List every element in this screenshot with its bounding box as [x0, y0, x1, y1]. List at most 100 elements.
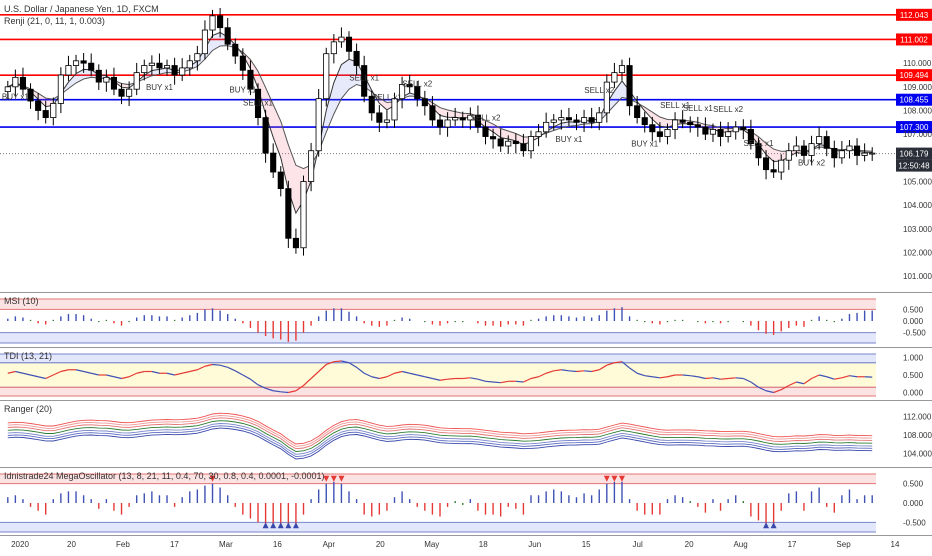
- candle-body: [619, 66, 624, 73]
- candle-body: [96, 70, 101, 82]
- signal-label-buy: BUY x2: [798, 159, 826, 168]
- panel-tick: 104.000: [903, 450, 932, 459]
- level-label: 111.002: [900, 35, 928, 44]
- candle-body: [506, 141, 511, 146]
- current-price: 106.179: [900, 150, 929, 159]
- signal-label-sell: SELL x2: [713, 105, 743, 114]
- candle-body: [680, 120, 685, 122]
- signal-label-sell: SELL x2: [584, 86, 614, 95]
- candle-body: [763, 158, 768, 170]
- msi-chart[interactable]: 0.500 0.000 -0.500: [0, 293, 932, 347]
- panel-tick: 0.500: [903, 305, 924, 314]
- candle-body: [794, 146, 799, 151]
- candle-body: [293, 238, 298, 247]
- candle-body: [847, 146, 852, 151]
- oscillator-segment: [485, 381, 493, 382]
- signal-label-sell: SELL x2: [402, 80, 432, 89]
- candle-body: [612, 73, 617, 82]
- time-tick: Jul: [633, 540, 643, 549]
- candle-body: [574, 120, 579, 122]
- time-tick: Sep: [836, 540, 851, 549]
- candle-body: [225, 28, 230, 45]
- candle-body: [445, 120, 450, 127]
- candle-body: [521, 144, 526, 151]
- panel-tick: 108.000: [903, 431, 932, 440]
- candle-body: [233, 44, 238, 56]
- time-tick: 2020: [11, 540, 29, 549]
- candle-body: [164, 66, 169, 68]
- candle-body: [263, 118, 268, 154]
- zone-band: [0, 299, 876, 309]
- candle-body: [718, 129, 723, 136]
- candle-body: [703, 127, 708, 134]
- ranger-band-line: [8, 413, 872, 444]
- candle-body: [278, 172, 283, 189]
- candle-body: [5, 87, 10, 92]
- time-tick: Feb: [116, 540, 130, 549]
- price-tick: 105.000: [903, 178, 932, 187]
- candle-body: [536, 132, 541, 137]
- candle-body: [741, 127, 746, 129]
- candle-body: [354, 51, 359, 65]
- candle-body: [672, 120, 677, 129]
- time-tick: 20: [376, 540, 385, 549]
- candle-body: [20, 77, 25, 89]
- candle-body: [490, 137, 495, 139]
- candle-body: [331, 42, 336, 54]
- panel-tick: 0.000: [903, 317, 924, 326]
- signal-label-buy: BUY x1: [2, 92, 30, 101]
- zone-band: [0, 363, 876, 388]
- candle-body: [13, 77, 18, 86]
- panel-tick: 0.000: [903, 499, 924, 508]
- candle-body: [286, 189, 291, 239]
- symbol-title: U.S. Dollar / Japanese Yen, 1D, FXCM: [4, 4, 159, 14]
- candle-body: [453, 118, 458, 120]
- time-tick: 16: [273, 540, 282, 549]
- candle-body: [202, 30, 207, 54]
- oscillator-segment: [493, 382, 501, 383]
- candle-body: [551, 120, 556, 122]
- candle-body: [870, 153, 875, 154]
- level-label: 112.043: [900, 11, 929, 20]
- oscillator-segment: [576, 371, 584, 372]
- oscillator-segment: [736, 378, 744, 379]
- panel-tick: 1.000: [903, 354, 924, 363]
- candle-body: [217, 16, 222, 28]
- candle-body: [81, 61, 86, 63]
- candle-body: [710, 129, 715, 134]
- candle-body: [430, 106, 435, 120]
- candle-body: [35, 101, 40, 110]
- ranger-title: Ranger (20): [4, 404, 52, 414]
- candle-body: [43, 111, 48, 118]
- candle-body: [665, 129, 670, 136]
- candle-body: [688, 122, 693, 124]
- candle-body: [559, 118, 564, 120]
- price-tick: 102.000: [903, 249, 932, 258]
- candle-body: [126, 89, 131, 96]
- candle-body: [801, 146, 806, 155]
- panel-tick: -0.500: [903, 329, 926, 338]
- candle-body: [862, 153, 867, 155]
- signal-label-buy: BUY x1: [631, 140, 659, 149]
- time-tick: 15: [582, 540, 591, 549]
- candle-body: [51, 103, 56, 117]
- zone-band: [0, 333, 876, 343]
- candle-body: [195, 54, 200, 61]
- zone-band: [0, 522, 876, 532]
- price-tick: 108.000: [903, 107, 932, 116]
- candle-body: [460, 118, 465, 120]
- oscillator-segment: [584, 371, 592, 372]
- candle-body: [437, 120, 442, 127]
- price-chart[interactable]: 112.043111.002109.494108.455107.300110.0…: [0, 0, 932, 292]
- candle-body: [642, 118, 647, 125]
- oscillator-segment: [281, 392, 289, 393]
- panel-tick: -0.500: [903, 518, 926, 527]
